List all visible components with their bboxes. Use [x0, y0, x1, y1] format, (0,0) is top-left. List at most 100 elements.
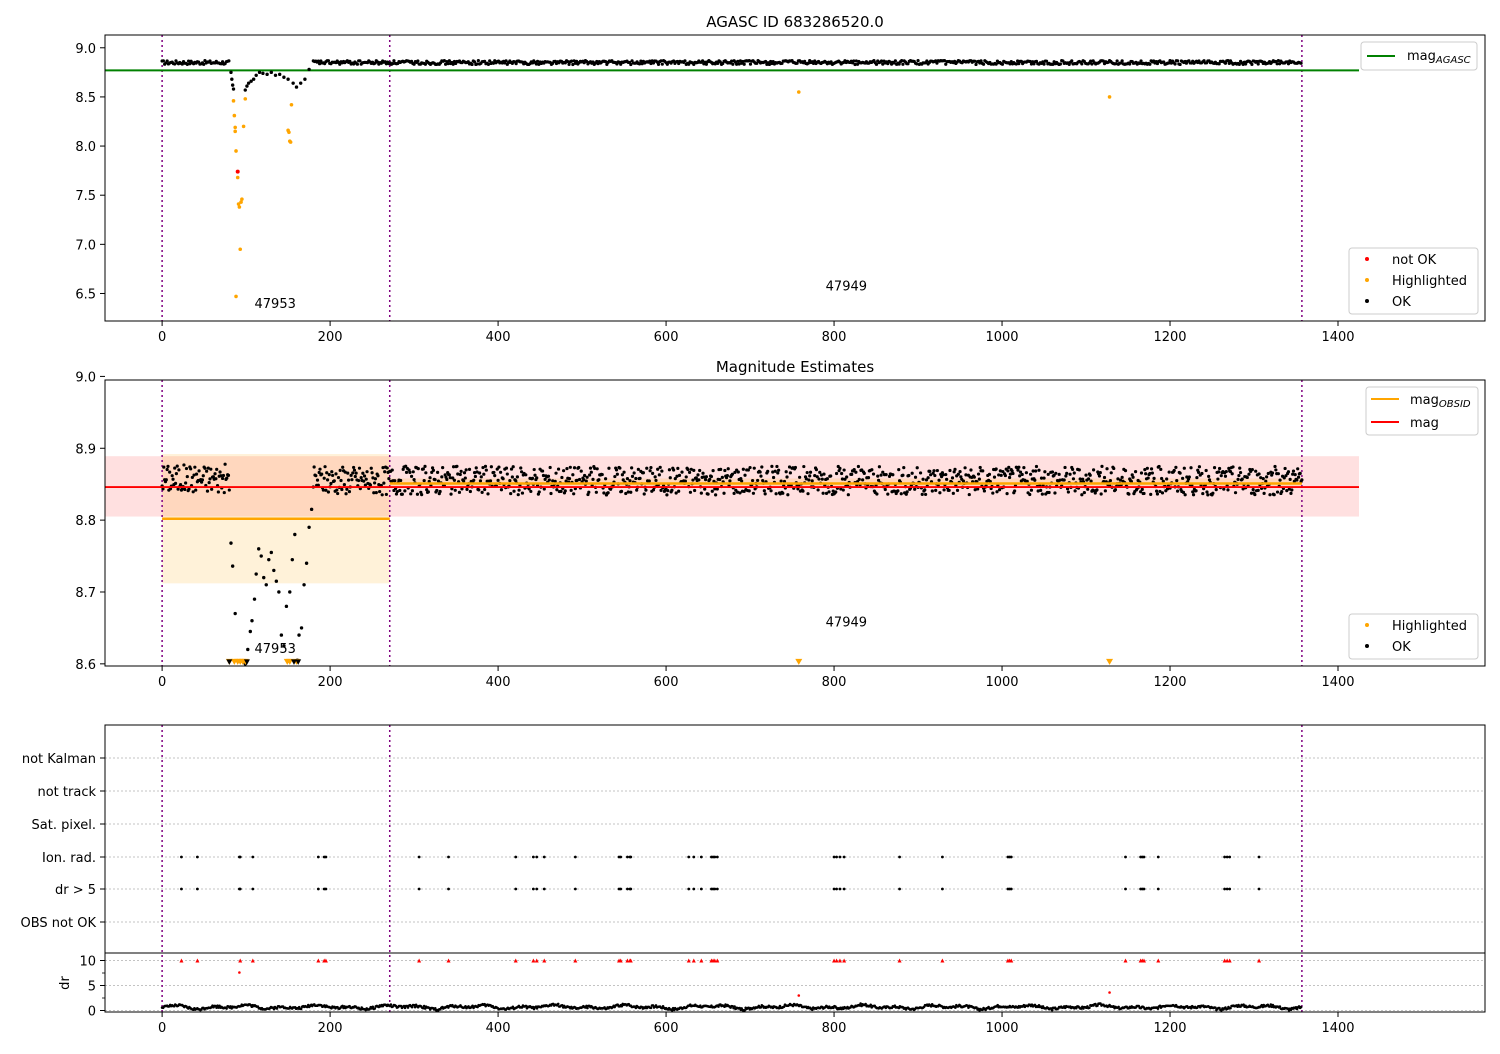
ok-point — [1161, 479, 1165, 483]
ok-point — [338, 62, 342, 66]
ok-point — [284, 604, 289, 609]
dr-capped-marker — [1225, 958, 1230, 963]
x-tick-label: 1400 — [1321, 675, 1354, 690]
ok-point — [374, 491, 378, 495]
ok-point — [315, 478, 320, 482]
highlighted-point — [236, 202, 241, 206]
dr-point — [371, 1005, 375, 1009]
ok-point — [205, 469, 209, 473]
ok-point — [883, 487, 887, 492]
ok-point — [964, 473, 968, 477]
ok-point — [520, 491, 525, 495]
ok-point — [796, 487, 800, 491]
ok-point — [165, 467, 169, 472]
ok-point — [334, 472, 338, 476]
ok-point — [1128, 62, 1132, 66]
ok-point — [871, 472, 876, 476]
dr-point — [1229, 1006, 1232, 1010]
ok-point — [1245, 475, 1249, 480]
ok-point — [373, 61, 377, 65]
ok-point — [190, 475, 194, 480]
ok-point — [514, 479, 518, 483]
ok-point — [1165, 477, 1169, 481]
flag-point — [832, 887, 836, 891]
ok-point — [982, 489, 987, 493]
ok-point — [656, 467, 660, 471]
ok-point — [694, 476, 698, 480]
obsid-label: 47949 — [826, 615, 867, 630]
dr-point — [215, 1006, 218, 1009]
x-tick-label: 1200 — [1153, 675, 1186, 690]
ok-point — [1285, 489, 1289, 493]
ok-point — [1160, 491, 1165, 495]
ok-point — [353, 474, 357, 479]
ok-point — [391, 61, 395, 66]
ok-clipped-marker — [243, 659, 250, 665]
ok-point — [362, 474, 367, 478]
ok-point — [259, 554, 263, 558]
flag-point — [447, 855, 450, 859]
ok-point — [818, 470, 822, 474]
ok-point — [1078, 477, 1082, 481]
ok-point — [708, 477, 712, 481]
ok-point — [764, 59, 768, 64]
ok-point — [942, 59, 947, 63]
dr-point — [743, 1008, 746, 1012]
highlighted-marker — [1106, 658, 1114, 665]
ok-point — [924, 492, 928, 497]
ok-point — [771, 60, 775, 64]
ok-point — [448, 476, 452, 480]
flag-point — [573, 887, 577, 891]
ok-point — [511, 465, 515, 469]
ok-point — [575, 478, 579, 482]
ok-point — [676, 466, 680, 470]
ok-point — [739, 476, 743, 481]
y-tick-label: 8.8 — [75, 514, 96, 529]
ok-point — [161, 59, 165, 63]
ok-point — [524, 473, 528, 477]
ok-point — [1131, 475, 1135, 479]
ok-point — [852, 467, 856, 472]
ok-point — [1036, 489, 1040, 493]
ok-point — [670, 488, 674, 492]
flags-panel: not Kalman not track Sat. pixel. Ion. rad. d… — [21, 724, 1486, 1036]
ok-point — [220, 60, 225, 64]
flag-point — [699, 855, 703, 859]
ok-point — [282, 644, 286, 648]
flag-point — [195, 887, 199, 891]
ok-point — [693, 488, 697, 493]
ok-point — [731, 62, 735, 66]
flag-point — [835, 887, 838, 891]
ok-point — [423, 62, 428, 66]
ok-point — [1086, 487, 1090, 491]
x-tick-label: 600 — [654, 675, 679, 690]
ok-point — [380, 493, 384, 497]
ok-point — [1274, 468, 1278, 472]
flag-point — [417, 887, 421, 891]
ok-point — [881, 470, 885, 474]
ok-point — [1288, 477, 1292, 482]
dr-point — [859, 1002, 862, 1005]
ok-point — [921, 477, 925, 481]
ok-point — [316, 59, 320, 63]
dr-point — [225, 1007, 228, 1010]
ok-point — [1162, 60, 1166, 64]
ok-point — [1071, 477, 1076, 481]
highlighted-point — [238, 247, 243, 252]
ok-point — [492, 470, 496, 475]
ok-point — [175, 464, 179, 468]
ok-point — [1082, 490, 1086, 495]
ok-point — [827, 490, 831, 494]
y-tick-label: 8.0 — [75, 140, 96, 155]
dr-point — [1050, 1008, 1054, 1012]
ok-point — [915, 62, 919, 66]
ok-point — [282, 75, 286, 79]
dr-point — [1033, 1003, 1037, 1007]
ok-point — [648, 469, 652, 473]
dr-capped-marker — [897, 958, 902, 963]
panel-title: AGASC ID 683286520.0 — [706, 13, 884, 31]
ok-point — [1226, 58, 1230, 63]
ok-point — [995, 490, 999, 494]
ok-point — [1042, 62, 1046, 66]
ok-point — [344, 492, 348, 496]
